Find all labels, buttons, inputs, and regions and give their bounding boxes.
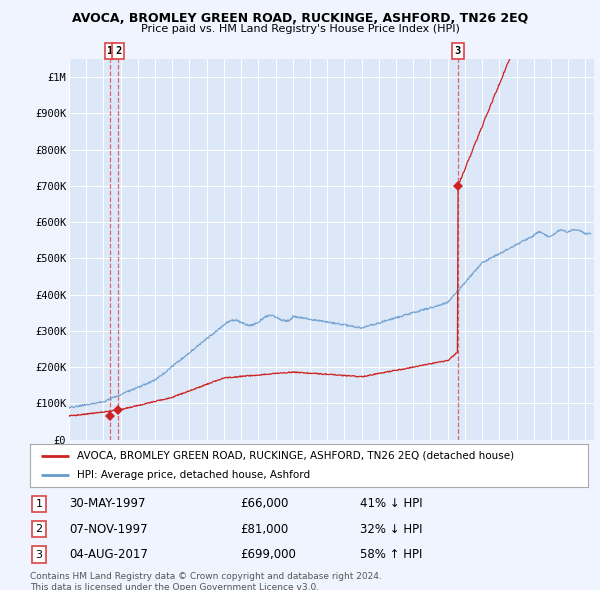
Text: 41% ↓ HPI: 41% ↓ HPI [360,497,422,510]
Text: £699,000: £699,000 [240,548,296,561]
Text: 2: 2 [35,525,43,534]
Text: £66,000: £66,000 [240,497,289,510]
Text: AVOCA, BROMLEY GREEN ROAD, RUCKINGE, ASHFORD, TN26 2EQ: AVOCA, BROMLEY GREEN ROAD, RUCKINGE, ASH… [72,12,528,25]
Text: 30-MAY-1997: 30-MAY-1997 [69,497,146,510]
Text: 07-NOV-1997: 07-NOV-1997 [69,523,148,536]
Text: 3: 3 [35,550,43,559]
Text: 1: 1 [107,46,113,56]
Text: 2: 2 [115,46,121,56]
Text: 3: 3 [455,46,461,56]
Text: Contains HM Land Registry data © Crown copyright and database right 2024.
This d: Contains HM Land Registry data © Crown c… [30,572,382,590]
Text: HPI: Average price, detached house, Ashford: HPI: Average price, detached house, Ashf… [77,470,311,480]
Text: AVOCA, BROMLEY GREEN ROAD, RUCKINGE, ASHFORD, TN26 2EQ (detached house): AVOCA, BROMLEY GREEN ROAD, RUCKINGE, ASH… [77,451,515,461]
Text: 32% ↓ HPI: 32% ↓ HPI [360,523,422,536]
Text: £81,000: £81,000 [240,523,288,536]
Text: 04-AUG-2017: 04-AUG-2017 [69,548,148,561]
Text: 58% ↑ HPI: 58% ↑ HPI [360,548,422,561]
Text: 1: 1 [35,499,43,509]
Text: Price paid vs. HM Land Registry's House Price Index (HPI): Price paid vs. HM Land Registry's House … [140,24,460,34]
